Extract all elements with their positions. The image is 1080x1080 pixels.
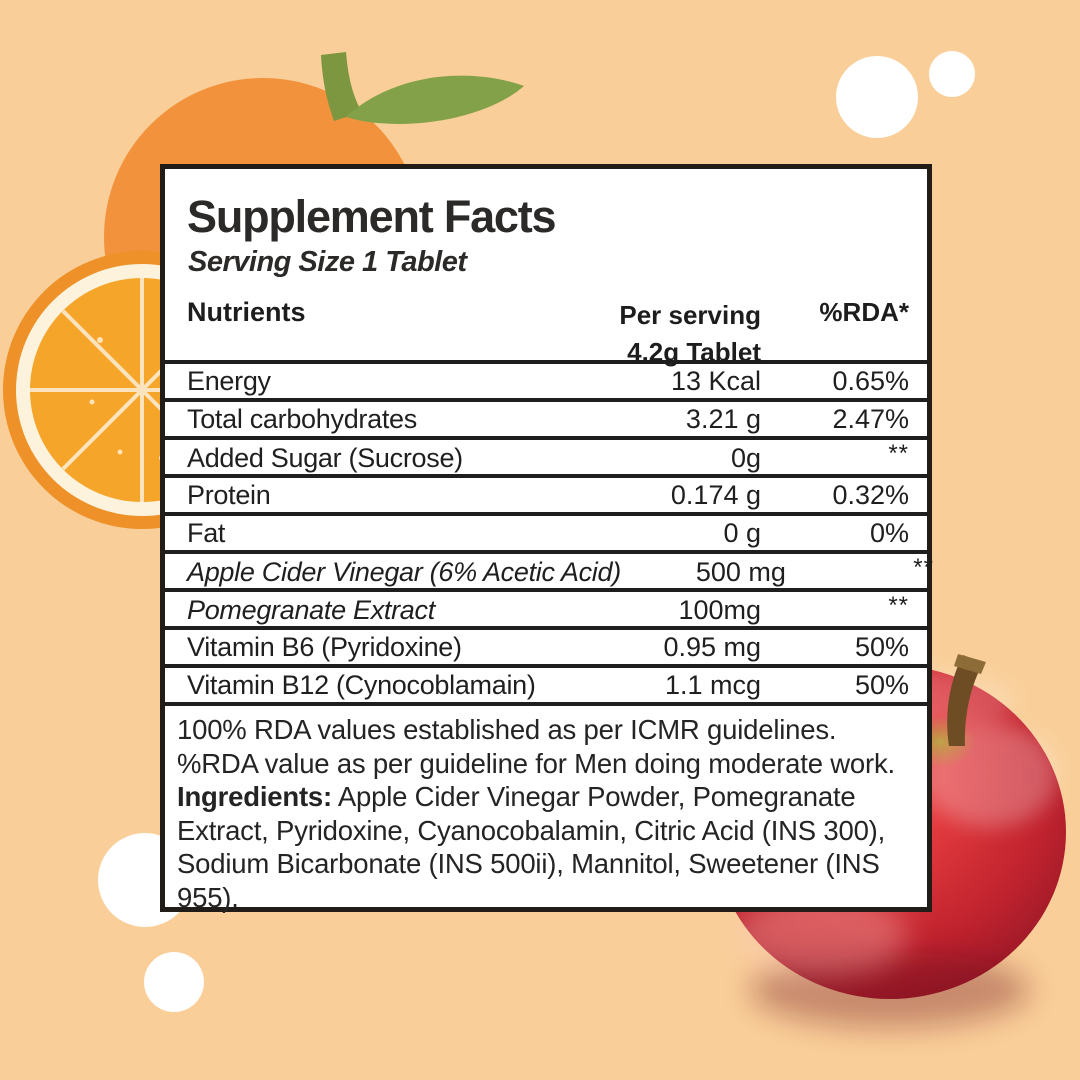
nutrient-rda-value: ** <box>913 554 934 581</box>
nutrient-row: Fat 0 g 0% <box>165 512 927 550</box>
nutrient-rows: Energy 13 Kcal 0.65% Total carbohydrates… <box>165 360 933 702</box>
table-header: Nutrients Per serving 4.2g Tablet %RDA* <box>187 297 909 371</box>
nutrient-row: Added Sugar (Sucrose) 0g ** <box>165 436 927 474</box>
panel-title: Supplement Facts <box>187 191 557 242</box>
nutrient-per-serving-value: 3.21 g <box>685 403 761 434</box>
nutrient-row: Protein 0.174 g 0.32% <box>165 474 927 512</box>
nutrient-name: Protein <box>187 479 271 510</box>
column-header-rda: %RDA* <box>819 297 909 327</box>
nutrient-row: Apple Cider Vinegar (6% Acetic Acid) 500… <box>165 550 933 588</box>
nutrient-name: Total carbohydrates <box>187 403 417 434</box>
bubble-top-small <box>929 51 975 97</box>
nutrient-row: Energy 13 Kcal 0.65% <box>165 360 927 398</box>
nutrient-rda-value: ** <box>888 440 909 467</box>
nutrient-per-serving-value: 0 g <box>723 517 761 548</box>
nutrient-row: Vitamin B6 (Pyridoxine) 0.95 mg 50% <box>165 626 927 664</box>
nutrient-per-serving-value: 100mg <box>678 594 761 625</box>
bubble-top-large <box>836 56 918 138</box>
nutrient-per-serving-value: 1.1 mcg <box>664 669 761 700</box>
nutrient-rda-value: 0% <box>869 517 909 548</box>
nutrient-per-serving-value: 13 Kcal <box>670 365 761 396</box>
serving-size: Serving Size 1 Tablet <box>188 246 467 278</box>
orange-leaf-icon <box>346 75 524 124</box>
column-header-nutrients: Nutrients <box>187 297 306 327</box>
ingredients-text: Ingredients: Apple Cider Vinegar Powder,… <box>177 781 886 913</box>
nutrient-rda-value: 50% <box>854 669 909 700</box>
panel-footnotes: 100% RDA values established as per ICMR … <box>165 702 927 914</box>
nutrient-per-serving-value: 0.174 g <box>670 479 761 510</box>
nutrient-row: Pomegranate Extract 100mg ** <box>165 588 927 626</box>
nutrient-rda-value: 50% <box>854 631 909 662</box>
nutrient-name: Pomegranate Extract <box>187 594 435 625</box>
nutrient-name: Apple Cider Vinegar (6% Acetic Acid) <box>187 556 621 587</box>
nutrient-rda-value: 0.65% <box>832 365 909 396</box>
nutrient-per-serving-value: 0g <box>730 442 761 473</box>
nutrient-rda-value: 2.47% <box>832 403 909 434</box>
orange-stem <box>321 52 362 121</box>
nutrient-per-serving-value: 500 mg <box>695 556 786 587</box>
panel-header: Supplement Facts Serving Size 1 Tablet N… <box>165 169 927 367</box>
nutrient-rda-value: ** <box>888 592 909 619</box>
nutrient-per-serving-value: 0.95 mg <box>663 631 761 662</box>
column-header-per-serving: Per serving 4.2g Tablet <box>619 300 761 367</box>
supplement-facts-panel: Supplement Facts Serving Size 1 Tablet N… <box>160 164 933 914</box>
nutrient-rda-value: 0.32% <box>832 479 909 510</box>
footnote-rda-1: 100% RDA values established as per ICMR … <box>177 714 837 745</box>
nutrient-name: Energy <box>187 365 271 396</box>
nutrient-name: Fat <box>187 517 226 548</box>
nutrient-name: Added Sugar (Sucrose) <box>187 442 463 473</box>
nutrient-name: Vitamin B12 (Cynocoblamain) <box>187 669 536 700</box>
nutrient-name: Vitamin B6 (Pyridoxine) <box>187 631 462 662</box>
footnote-rda-2: %RDA value as per guideline for Men doin… <box>177 747 895 779</box>
nutrient-row: Vitamin B12 (Cynocoblamain) 1.1 mcg 50% <box>165 664 927 702</box>
apple-stem <box>947 655 983 746</box>
bubble-bottom-small <box>144 952 204 1012</box>
nutrient-row: Total carbohydrates 3.21 g 2.47% <box>165 398 927 436</box>
